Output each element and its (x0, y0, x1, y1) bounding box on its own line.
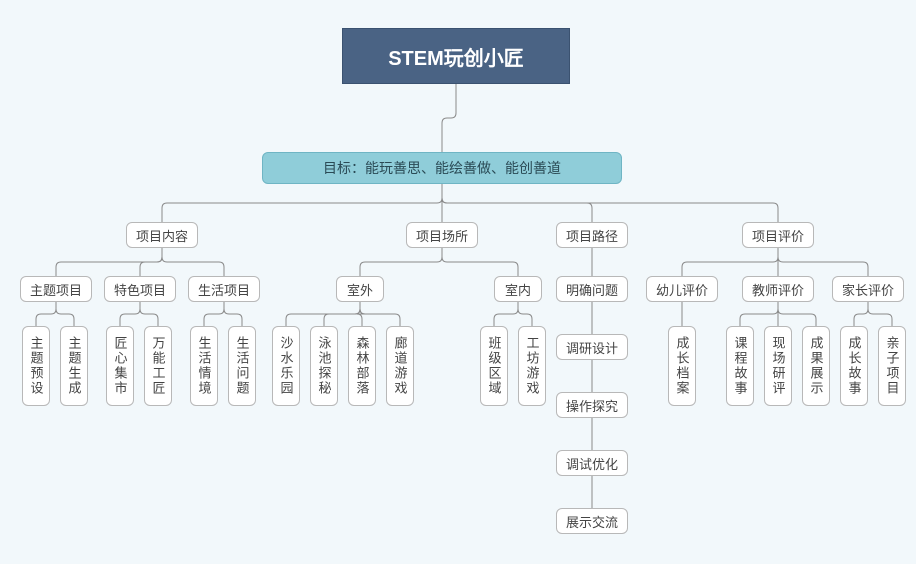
connector (442, 184, 778, 222)
connector (494, 302, 518, 326)
node-goal: 目标：能玩善思、能绘善做、能创善道 (262, 152, 622, 184)
node-label: 室外 (347, 280, 373, 299)
connector (442, 248, 518, 276)
node-label: 泳池探秘 (315, 336, 334, 396)
node-l_sh2: 生活问题 (228, 326, 256, 406)
node-l_zt2: 主题生成 (60, 326, 88, 406)
connector (162, 184, 442, 222)
node-p2: 调研设计 (556, 334, 628, 360)
node-l_sw2: 泳池探秘 (310, 326, 338, 406)
node-label: 班级区域 (485, 336, 504, 396)
node-label: 主题项目 (30, 280, 82, 299)
node-l_zt1: 主题预设 (22, 326, 50, 406)
node-cat2: 项目场所 (406, 222, 478, 248)
node-l_ts1: 匠心集市 (106, 326, 134, 406)
node-c1c: 生活项目 (188, 276, 260, 302)
node-l_jz2: 亲子项目 (878, 326, 906, 406)
node-c2b: 室内 (494, 276, 542, 302)
node-label: 室内 (505, 280, 531, 299)
node-label: 明确问题 (566, 280, 618, 299)
node-cat4: 项目评价 (742, 222, 814, 248)
node-label: 项目内容 (136, 226, 188, 245)
node-l_sh1: 生活情境 (190, 326, 218, 406)
node-label: 展示交流 (566, 512, 618, 531)
node-label: 沙水乐园 (277, 336, 296, 396)
node-label: 家长评价 (842, 280, 894, 299)
connector (140, 302, 158, 326)
node-c1b: 特色项目 (104, 276, 176, 302)
node-p3: 操作探究 (556, 392, 628, 418)
node-label: 成长故事 (845, 336, 864, 396)
node-label: 万能工匠 (149, 336, 168, 396)
node-l_ye1: 成长档案 (668, 326, 696, 406)
node-l_js3: 成果展示 (802, 326, 830, 406)
node-l_sw3: 森林部落 (348, 326, 376, 406)
connector (854, 302, 868, 326)
node-label: 课程故事 (731, 336, 750, 396)
node-l_sn2: 工坊游戏 (518, 326, 546, 406)
node-label: 项目评价 (752, 226, 804, 245)
node-c2a: 室外 (336, 276, 384, 302)
node-l_sw4: 廊道游戏 (386, 326, 414, 406)
node-cat3: 项目路径 (556, 222, 628, 248)
node-cat1: 项目内容 (126, 222, 198, 248)
connector (36, 302, 56, 326)
node-label: 现场研评 (769, 336, 788, 396)
connector (120, 302, 140, 326)
connector (778, 302, 816, 326)
connector (56, 302, 74, 326)
connector (140, 248, 162, 276)
connector (740, 302, 778, 326)
node-label: 主题预设 (27, 336, 46, 396)
node-label: 成果展示 (807, 336, 826, 396)
node-label: 教师评价 (752, 280, 804, 299)
node-l_js2: 现场研评 (764, 326, 792, 406)
node-l_js1: 课程故事 (726, 326, 754, 406)
node-label: 项目场所 (416, 226, 468, 245)
node-label: 主题生成 (65, 336, 84, 396)
connector (224, 302, 242, 326)
node-label: 生活项目 (198, 280, 250, 299)
node-label: 生活情境 (195, 336, 214, 396)
connector (162, 248, 224, 276)
node-c4b: 教师评价 (742, 276, 814, 302)
node-label: 工坊游戏 (523, 336, 542, 396)
connector (518, 302, 532, 326)
connector (778, 248, 868, 276)
node-c4a: 幼儿评价 (646, 276, 718, 302)
node-p5: 展示交流 (556, 508, 628, 534)
node-label: 调研设计 (566, 338, 618, 357)
node-l_sn1: 班级区域 (480, 326, 508, 406)
node-label: 生活问题 (233, 336, 252, 396)
connector (682, 248, 778, 276)
node-label: 成长档案 (673, 336, 692, 396)
node-label: 项目路径 (566, 226, 618, 245)
node-label: 调试优化 (566, 454, 618, 473)
node-label: 亲子项目 (883, 336, 902, 396)
node-p4: 调试优化 (556, 450, 628, 476)
connector (442, 84, 456, 152)
node-l_jz1: 成长故事 (840, 326, 868, 406)
node-root: STEM玩创小匠 (342, 28, 570, 84)
connector (204, 302, 224, 326)
node-l_ts2: 万能工匠 (144, 326, 172, 406)
node-label: 特色项目 (114, 280, 166, 299)
node-label: 幼儿评价 (656, 280, 708, 299)
node-label: 森林部落 (353, 336, 372, 396)
connector (324, 302, 360, 326)
node-label: 廊道游戏 (391, 336, 410, 396)
node-l_sw1: 沙水乐园 (272, 326, 300, 406)
connector (360, 302, 400, 326)
node-label: 目标：能玩善思、能绘善做、能创善道 (323, 158, 561, 178)
node-c1a: 主题项目 (20, 276, 92, 302)
node-c3a: 明确问题 (556, 276, 628, 302)
node-c4c: 家长评价 (832, 276, 904, 302)
connector (360, 248, 442, 276)
node-label: 操作探究 (566, 396, 618, 415)
connector (868, 302, 892, 326)
node-label: STEM玩创小匠 (388, 42, 524, 71)
node-label: 匠心集市 (111, 336, 130, 396)
